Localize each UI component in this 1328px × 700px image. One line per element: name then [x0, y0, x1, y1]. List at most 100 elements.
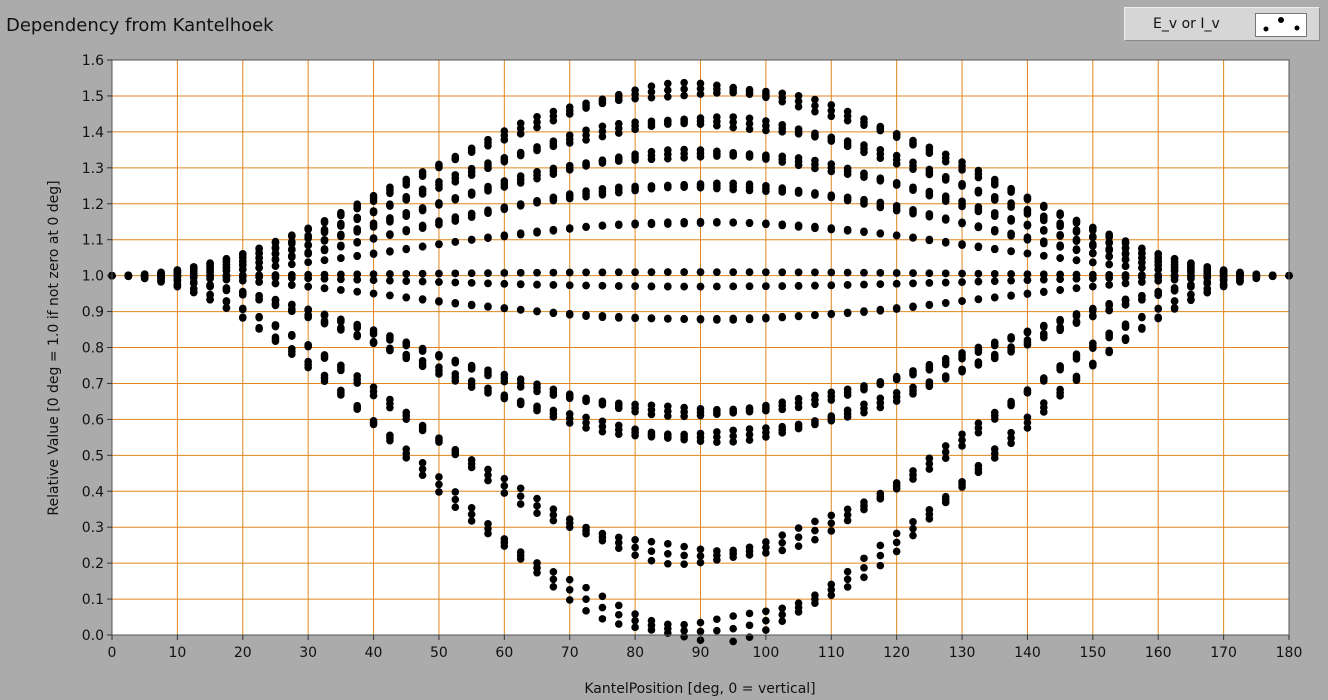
data-point	[500, 474, 509, 483]
data-point	[925, 459, 934, 468]
data-point	[827, 268, 836, 277]
data-point	[778, 617, 787, 625]
data-point	[762, 543, 770, 552]
data-point	[1007, 291, 1015, 300]
data-point	[909, 367, 917, 375]
data-point	[598, 397, 607, 406]
y-tick-label: 1.5	[82, 89, 104, 105]
data-point	[386, 332, 394, 340]
data-point	[647, 547, 656, 555]
data-point	[1154, 271, 1163, 280]
data-point	[467, 188, 476, 197]
data-point	[337, 254, 345, 262]
data-point	[778, 604, 787, 613]
data-point	[549, 568, 558, 576]
data-point	[304, 340, 312, 349]
data-point	[647, 117, 656, 126]
data-point	[353, 372, 362, 380]
data-point	[647, 314, 656, 322]
data-point	[664, 282, 672, 291]
data-point	[500, 304, 509, 312]
data-point	[614, 220, 623, 229]
data-point	[320, 270, 329, 279]
data-point	[598, 268, 607, 277]
data-point	[320, 225, 329, 234]
data-point	[958, 297, 966, 305]
data-point	[614, 539, 623, 547]
data-point	[843, 281, 852, 289]
data-point	[451, 298, 460, 307]
data-point	[549, 281, 558, 289]
data-point	[909, 136, 917, 145]
data-point	[647, 182, 656, 190]
data-point	[778, 398, 787, 407]
data-point	[1056, 241, 1064, 249]
data-point	[1105, 230, 1113, 239]
data-point	[941, 214, 950, 223]
data-point	[1039, 237, 1048, 245]
data-point	[533, 227, 541, 236]
data-point	[582, 159, 590, 167]
data-point	[647, 401, 656, 410]
data-point	[729, 148, 737, 157]
data-point	[484, 135, 492, 144]
data-point	[598, 529, 607, 538]
data-point	[860, 115, 868, 123]
data-point	[909, 524, 917, 533]
data-point	[680, 542, 688, 551]
data-point	[549, 575, 558, 584]
data-point	[565, 161, 574, 170]
data-point	[1007, 184, 1015, 193]
data-point	[1105, 260, 1113, 268]
data-point	[794, 154, 803, 162]
plot-legend[interactable]: E_v or I_v	[1124, 7, 1320, 41]
data-point	[762, 268, 770, 276]
data-point	[729, 282, 737, 291]
data-point	[516, 119, 525, 128]
data-point	[337, 270, 345, 279]
data-point	[565, 575, 574, 584]
data-point	[402, 338, 411, 346]
data-point	[1187, 290, 1195, 299]
data-point	[860, 554, 868, 563]
data-point	[745, 125, 754, 133]
y-tick-label: 1.3	[82, 161, 104, 177]
data-point	[696, 90, 705, 98]
data-point	[990, 175, 999, 184]
data-point	[402, 209, 411, 217]
data-point	[369, 234, 378, 242]
data-point	[778, 152, 787, 161]
data-point	[794, 102, 803, 111]
data-point	[386, 247, 394, 255]
data-point	[304, 305, 312, 314]
data-point	[467, 517, 476, 525]
data-point	[369, 191, 378, 200]
data-point	[1056, 286, 1064, 294]
data-point	[892, 202, 901, 210]
data-point	[320, 256, 329, 264]
data-point	[843, 137, 852, 145]
data-point	[173, 266, 182, 274]
data-point	[1121, 334, 1130, 342]
data-point	[1039, 399, 1048, 407]
x-tick-label: 10	[168, 645, 186, 661]
data-point	[925, 235, 934, 244]
data-point	[353, 213, 362, 222]
data-point	[729, 432, 737, 440]
y-axis-label: Relative Value [0 deg = 1.0 if not zero …	[46, 180, 62, 515]
data-point	[925, 300, 934, 309]
data-point	[320, 351, 329, 359]
data-point	[909, 467, 917, 475]
data-point	[1138, 291, 1146, 300]
data-point	[337, 230, 345, 239]
data-point	[827, 191, 836, 199]
data-point	[680, 91, 688, 100]
data-point	[1154, 304, 1163, 313]
data-point	[729, 624, 737, 633]
data-point	[958, 278, 966, 286]
data-point	[958, 240, 966, 248]
data-point	[402, 293, 411, 301]
data-point	[1007, 276, 1015, 285]
data-point	[1023, 270, 1032, 278]
